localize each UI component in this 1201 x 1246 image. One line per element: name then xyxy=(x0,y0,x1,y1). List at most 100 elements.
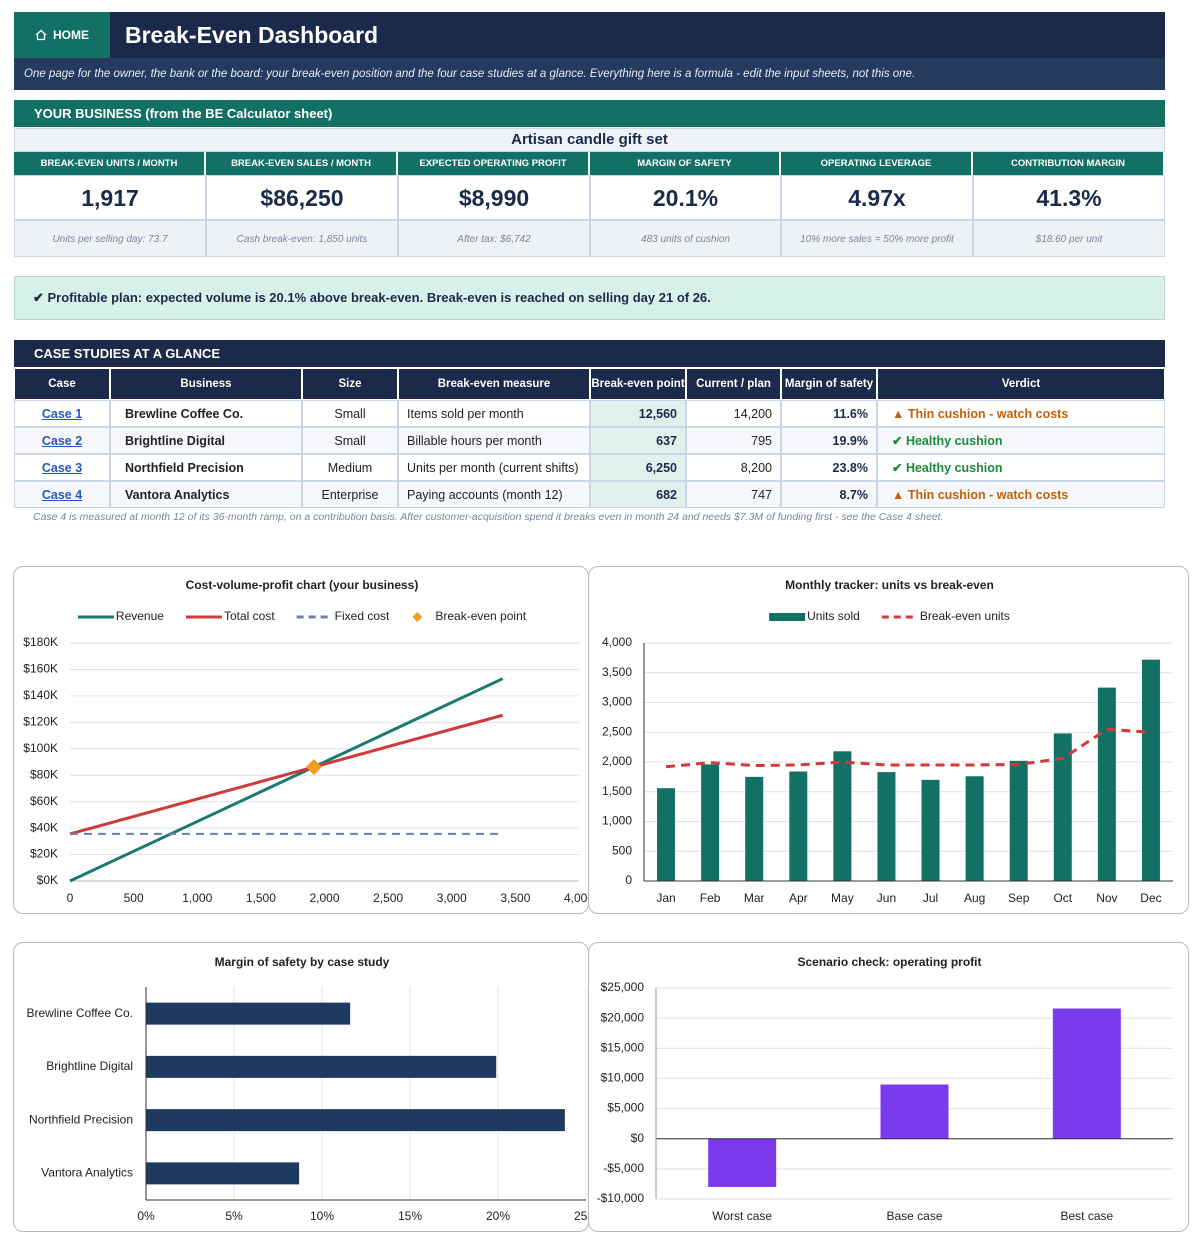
bar xyxy=(880,1084,949,1139)
table-cell: Small xyxy=(302,427,398,454)
table-cell: 19.9% xyxy=(781,427,877,454)
x-tick-label: Feb xyxy=(700,891,721,905)
chart-title: Scenario check: operating profit xyxy=(797,955,981,969)
bar xyxy=(921,779,940,881)
y-tick-label: $140K xyxy=(23,688,58,702)
table-cell: 12,560 xyxy=(590,400,686,427)
y-tick-label: $15,000 xyxy=(601,1040,645,1054)
legend-swatch xyxy=(412,612,423,622)
kpi-value: 4.97x xyxy=(781,175,973,220)
kpi-note: After tax: $6,742 xyxy=(398,220,590,257)
table-cell: Billable hours per month xyxy=(398,427,590,454)
x-tick-label: 3,500 xyxy=(500,891,530,905)
kpi-label: EXPECTED OPERATING PROFIT xyxy=(398,152,590,175)
chart: Margin of safety by case study 0% 5% 10% 15%… xyxy=(27,955,589,1223)
table-header: Break-even measure xyxy=(398,368,590,400)
chart-title: Cost-volume-profit chart (your business) xyxy=(186,578,419,592)
table-cell: ▲ Thin cushion - watch costs xyxy=(877,481,1165,508)
bar xyxy=(708,1138,777,1187)
legend-label: Break-even units xyxy=(920,609,1010,623)
y-tick-label: $20K xyxy=(30,847,58,861)
table-cell: Medium xyxy=(302,454,398,481)
table-cell: 682 xyxy=(590,481,686,508)
kpi-value: 41.3% xyxy=(973,175,1165,220)
y-tick-label: 3,500 xyxy=(602,665,632,679)
legend: Units sold Break-even units xyxy=(769,609,1010,623)
table-header: Break-even point xyxy=(590,368,686,400)
home-icon xyxy=(35,29,47,41)
y-tick-label: $20,000 xyxy=(601,1010,645,1024)
table-cell: Vantora Analytics xyxy=(110,481,302,508)
kpi-value: $8,990 xyxy=(398,175,590,220)
table-cell: Northfield Precision xyxy=(110,454,302,481)
kpi-label: BREAK-EVEN UNITS / MONTH xyxy=(14,152,206,175)
x-tick-label: Oct xyxy=(1053,891,1072,905)
y-tick-label: $80K xyxy=(30,767,58,781)
status-banner: ✔ Profitable plan: expected volume is 20… xyxy=(14,276,1165,320)
kpi-note: 10% more sales = 50% more profit xyxy=(781,220,973,257)
table-cell: 23.8% xyxy=(781,454,877,481)
bar xyxy=(146,1109,565,1132)
kpi-note: Units per selling day: 73.7 xyxy=(14,220,206,257)
x-tick-label: Sep xyxy=(1008,891,1030,905)
case-link[interactable]: Case 1 xyxy=(14,400,110,427)
kpi-label: OPERATING LEVERAGE xyxy=(781,152,973,175)
home-button[interactable]: HOME xyxy=(14,12,110,58)
y-tick-label: -$5,000 xyxy=(603,1161,644,1175)
x-tick-label: 0% xyxy=(137,1209,155,1223)
bar xyxy=(146,1002,351,1025)
case-link[interactable]: Case 2 xyxy=(14,427,110,454)
case-link[interactable]: Case 3 xyxy=(14,454,110,481)
table-cell: Small xyxy=(302,400,398,427)
table-cell: 637 xyxy=(590,427,686,454)
legend-label: Fixed cost xyxy=(335,609,390,623)
kpi-value: 20.1% xyxy=(590,175,781,220)
home-label: HOME xyxy=(53,28,89,42)
kpi-label: CONTRIBUTION MARGIN xyxy=(973,152,1165,175)
y-tick-label: 4,000 xyxy=(602,635,632,649)
chart-title: Margin of safety by case study xyxy=(215,955,390,969)
x-tick-label: 2,500 xyxy=(373,891,403,905)
x-tick-label: 20% xyxy=(486,1209,510,1223)
legend-label: Revenue xyxy=(116,609,164,623)
x-tick-label: Jul xyxy=(923,891,938,905)
x-tick-label: Dec xyxy=(1140,891,1161,905)
y-tick-label: 3,000 xyxy=(602,695,632,709)
table-header: Current / plan xyxy=(686,368,781,400)
table-cell: ✔ Healthy cushion xyxy=(877,427,1165,454)
table-cell: Items sold per month xyxy=(398,400,590,427)
y-tick-label: $10,000 xyxy=(601,1071,645,1085)
bar xyxy=(965,776,984,881)
table-header: Case xyxy=(14,368,110,400)
x-tick-label: Jan xyxy=(656,891,675,905)
kpi-value: $86,250 xyxy=(206,175,398,220)
x-tick-label: 10% xyxy=(310,1209,334,1223)
series-line xyxy=(69,713,504,836)
legend-swatch xyxy=(769,613,806,621)
x-tick-label: 5% xyxy=(225,1209,243,1223)
x-tick-label: Mar xyxy=(744,891,765,905)
x-tick-label: Apr xyxy=(789,891,808,905)
y-tick-label: 2,000 xyxy=(602,754,632,768)
header-bar xyxy=(14,12,1165,58)
x-tick-label: 4,000 xyxy=(564,891,589,905)
x-tick-label: Base case xyxy=(886,1209,942,1223)
table-header: Verdict xyxy=(877,368,1165,400)
chart-title: Monthly tracker: units vs break-even xyxy=(785,578,994,592)
y-tick-label: $60K xyxy=(30,794,58,808)
table-cell: 14,200 xyxy=(686,400,781,427)
y-tick-label: $5,000 xyxy=(607,1101,644,1115)
legend: Revenue Total cost Fixed cost Break-even po… xyxy=(77,609,527,623)
section-heading: CASE STUDIES AT A GLANCE xyxy=(14,340,1165,367)
legend-label: Break-even point xyxy=(435,609,526,623)
table-cell: 11.6% xyxy=(781,400,877,427)
bar xyxy=(1009,760,1028,881)
chart-panel: Cost-volume-profit chart (your business)… xyxy=(13,566,589,914)
case-link[interactable]: Case 4 xyxy=(14,481,110,508)
bar xyxy=(833,751,852,881)
table-cell: 747 xyxy=(686,481,781,508)
y-tick-label: 1,000 xyxy=(602,814,632,828)
chart-panel: Margin of safety by case study 0% 5% 10% 15%… xyxy=(13,942,589,1232)
bar xyxy=(1052,1008,1121,1139)
chart-panel: Monthly tracker: units vs break-even 0 500… xyxy=(588,566,1189,914)
